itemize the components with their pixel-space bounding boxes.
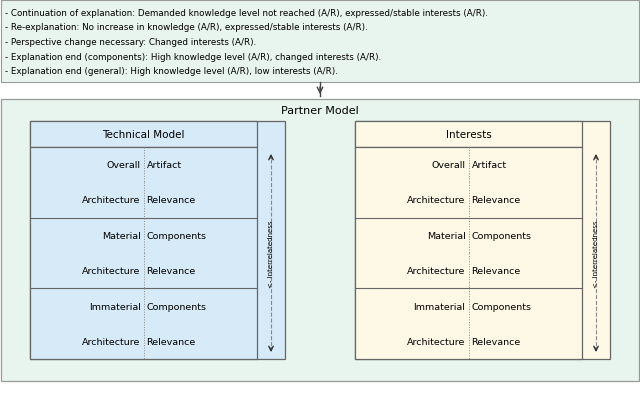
Bar (1, 1, 639, 83)
Text: Relevance: Relevance (472, 337, 521, 346)
Text: Components: Components (472, 231, 531, 240)
Text: - Explanation end (components): High knowledge level (A/R), changed interests (A: - Explanation end (components): High kno… (5, 52, 381, 61)
Text: Overall: Overall (106, 161, 141, 170)
Text: Components: Components (147, 231, 207, 240)
Text: - Re-explanation: No increase in knowledge (A/R), expressed/stable interests (A/: - Re-explanation: No increase in knowled… (5, 23, 368, 32)
Text: Material: Material (102, 231, 141, 240)
Text: Relevance: Relevance (472, 196, 521, 205)
Text: - Explanation end (general): High knowledge level (A/R), low interests (A/R).: - Explanation end (general): High knowle… (5, 67, 338, 76)
Text: Architecture: Architecture (82, 196, 141, 205)
Text: Architecture: Architecture (407, 337, 465, 346)
Text: Architecture: Architecture (407, 267, 465, 276)
Text: Relevance: Relevance (472, 267, 521, 276)
Text: Interests: Interests (445, 130, 492, 139)
Bar (355, 122, 610, 359)
Text: Relevance: Relevance (147, 196, 196, 205)
Text: Artifact: Artifact (472, 161, 507, 170)
Bar (1, 100, 639, 381)
Text: Relevance: Relevance (147, 337, 196, 346)
Text: Material: Material (427, 231, 465, 240)
Bar (355, 122, 582, 148)
Text: - Continuation of explanation: Demanded knowledge level not reached (A/R), expre: - Continuation of explanation: Demanded … (5, 9, 488, 18)
Text: Components: Components (147, 302, 207, 311)
Text: <- Interrelatedness: <- Interrelatedness (593, 220, 599, 287)
Text: <- Interrelatedness: <- Interrelatedness (268, 220, 274, 287)
Text: Relevance: Relevance (147, 267, 196, 276)
Text: Technical Model: Technical Model (102, 130, 185, 139)
Text: Architecture: Architecture (82, 267, 141, 276)
Bar (30, 122, 257, 148)
Text: Artifact: Artifact (147, 161, 182, 170)
Text: - Perspective change necessary: Changed interests (A/R).: - Perspective change necessary: Changed … (5, 38, 256, 47)
Text: Immaterial: Immaterial (88, 302, 141, 311)
Bar (30, 148, 257, 359)
Text: Immaterial: Immaterial (413, 302, 465, 311)
Text: Architecture: Architecture (407, 196, 465, 205)
Bar (355, 148, 582, 359)
Text: Partner Model: Partner Model (281, 106, 359, 116)
Text: Architecture: Architecture (82, 337, 141, 346)
Bar (30, 122, 285, 359)
Text: Overall: Overall (431, 161, 465, 170)
Text: Components: Components (472, 302, 531, 311)
